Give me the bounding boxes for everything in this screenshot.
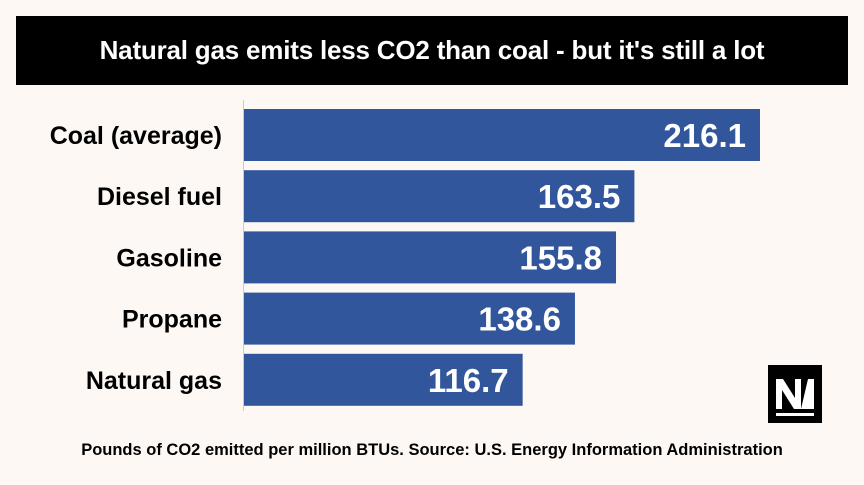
category-label: Diesel fuel — [97, 183, 222, 211]
value-label: 116.7 — [428, 362, 509, 399]
category-label: Coal (average) — [50, 122, 222, 150]
value-label: 138.6 — [478, 301, 561, 338]
category-label: Propane — [122, 306, 222, 334]
chart-title: Natural gas emits less CO2 than coal - b… — [99, 35, 765, 65]
nm-logo-icon — [768, 365, 822, 423]
bar — [244, 231, 617, 284]
title-bar: Natural gas emits less CO2 than coal - b… — [16, 16, 848, 85]
chart-footnote: Pounds of CO2 emitted per million BTUs. … — [81, 441, 783, 459]
bar — [244, 292, 575, 345]
bar — [244, 170, 635, 223]
category-label: Gasoline — [116, 244, 222, 272]
category-label: Natural gas — [86, 367, 222, 395]
value-label: 163.5 — [538, 178, 621, 215]
value-label: 216.1 — [663, 117, 746, 154]
value-label: 155.8 — [519, 239, 602, 276]
bar — [244, 353, 523, 406]
bar — [244, 109, 760, 161]
